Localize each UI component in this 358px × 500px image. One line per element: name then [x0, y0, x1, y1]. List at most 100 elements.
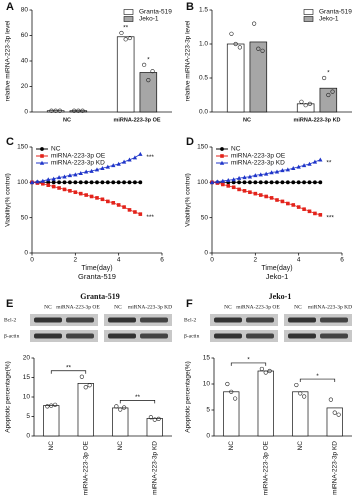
y-axis-label: Apoptotic percentage(%): [5, 361, 12, 433]
subtitle: Granta-519: [78, 272, 116, 281]
lane-label: miRNA-223-3p OE: [236, 304, 280, 310]
y-tick-label: 150: [17, 144, 28, 151]
series-line: [31, 181, 141, 215]
marker: [138, 212, 143, 216]
marker: [46, 183, 51, 187]
data-point: [146, 78, 151, 83]
blot-band: [288, 333, 316, 339]
panel-letter: D: [186, 136, 194, 148]
marker: [84, 193, 88, 197]
marker: [226, 178, 231, 183]
marker: [231, 177, 236, 182]
data-point: [156, 416, 161, 421]
marker: [62, 174, 67, 179]
marker: [84, 180, 89, 185]
significance: *: [316, 373, 319, 380]
blot-band: [288, 317, 316, 323]
marker: [296, 205, 301, 209]
marker: [280, 180, 285, 185]
marker: [258, 172, 263, 177]
marker: [100, 166, 105, 170]
legend-label: NC: [231, 146, 241, 153]
marker: [302, 207, 306, 211]
lane-label: miRNA-223-3p KD: [128, 304, 172, 310]
bracket: [230, 362, 267, 366]
y-tick-label: 5: [206, 407, 210, 414]
bar: [226, 43, 245, 113]
x-tick-label: 4: [297, 257, 301, 264]
blot-band: [246, 333, 274, 339]
marker: [307, 209, 312, 214]
marker: [291, 180, 296, 185]
blot-band: [66, 317, 94, 323]
marker: [116, 203, 121, 207]
row-label: Bcl-2: [184, 317, 196, 323]
subtitle: Jeko-1: [266, 272, 289, 281]
marker: [296, 164, 301, 169]
marker: [116, 161, 121, 166]
marker: [122, 205, 126, 209]
marker: [106, 199, 110, 204]
marker: [62, 180, 67, 185]
data-point: [53, 402, 58, 407]
data-point: [53, 108, 58, 113]
marker: [56, 175, 62, 180]
data-point: [336, 412, 341, 417]
marker: [236, 175, 242, 180]
marker: [122, 180, 126, 185]
marker: [46, 180, 51, 185]
y-axis-label: relative miRNA-223-3p level: [185, 20, 192, 101]
marker: [231, 185, 236, 190]
data-point: [252, 21, 257, 26]
y-tick-label: 100: [197, 179, 208, 186]
data-point: [72, 108, 77, 113]
significance: **: [66, 364, 72, 371]
y-tick-label: 50: [21, 214, 29, 221]
marker: [95, 180, 99, 185]
bar: [43, 405, 60, 437]
legend-swatch: [303, 9, 314, 15]
marker: [275, 198, 279, 202]
marker: [105, 180, 110, 185]
y-tick-label: 0: [204, 250, 208, 257]
marker: [269, 196, 274, 200]
blot-band: [140, 333, 168, 339]
data-point: [114, 404, 119, 409]
bar: [257, 370, 274, 437]
marker: [220, 154, 224, 158]
y-tick-label: 150: [197, 144, 208, 151]
marker: [89, 194, 94, 199]
marker: [40, 147, 44, 151]
marker: [138, 180, 143, 185]
marker: [133, 210, 137, 214]
data-point: [45, 404, 50, 409]
marker: [68, 189, 72, 193]
marker: [29, 180, 35, 185]
data-point: [328, 397, 333, 402]
x-tick-label: NC: [117, 441, 124, 451]
marker: [95, 196, 99, 200]
y-axis-label: Viability(% control): [185, 173, 192, 227]
marker: [215, 179, 220, 184]
marker: [302, 180, 306, 185]
data-point: [49, 403, 54, 408]
y-tick-label: 0: [206, 433, 210, 440]
significance: **: [326, 159, 332, 166]
marker: [94, 167, 100, 172]
marker: [111, 163, 116, 168]
significance: **: [135, 394, 141, 401]
panel-b: B 0.0 0.5 1.0 1.5 relative miRNA-223-3p level…: [185, 1, 353, 124]
bar: [146, 418, 163, 437]
x-tick-label: miRNA-223-3p KD: [151, 441, 158, 495]
data-point: [148, 415, 153, 420]
marker: [269, 170, 274, 175]
marker: [40, 154, 44, 158]
data-point: [225, 381, 230, 387]
marker: [307, 180, 312, 185]
data-point: [80, 108, 85, 113]
y-axis-label: Viability(% control): [5, 173, 12, 227]
significance: ***: [146, 214, 154, 221]
data-point: [307, 101, 312, 106]
marker: [280, 168, 285, 173]
